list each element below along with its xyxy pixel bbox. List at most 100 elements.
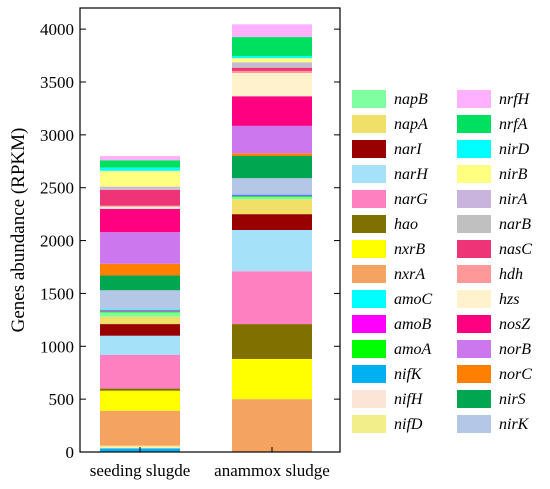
bar-segment-nasC xyxy=(100,189,180,206)
bar-segment-nirD xyxy=(100,167,180,171)
legend-label-narI: narI xyxy=(394,141,422,158)
bar-segment-nxrA xyxy=(100,410,180,446)
bar-segment-napA xyxy=(100,316,180,325)
bar-segment-norB xyxy=(232,125,312,154)
legend-label-nirD: nirD xyxy=(499,141,530,158)
legend-label-nosZ: nosZ xyxy=(499,316,531,333)
bar-segment-hao xyxy=(232,324,312,359)
bar-segment-amoA xyxy=(232,196,312,198)
bars xyxy=(100,24,312,452)
legend-swatch-nrfH xyxy=(457,90,491,108)
bar-segment-nirB xyxy=(232,58,312,63)
legend-label-nxrA: nxrA xyxy=(394,266,425,283)
x-tick-label: anammox sludge xyxy=(214,461,330,480)
bar-segment-nxrA xyxy=(232,399,312,452)
legend-swatch-nirD xyxy=(457,140,491,158)
bar-segment-nrfH xyxy=(100,156,180,161)
legend-swatch-nifD xyxy=(352,415,386,433)
legend-swatch-napB xyxy=(352,90,386,108)
bar-segment-amoB xyxy=(232,195,312,197)
bar-segment-hdh xyxy=(100,205,180,207)
legend-label-amoC: amoC xyxy=(394,291,433,308)
legend-label-napA: napA xyxy=(394,116,428,133)
legend-swatch-nifK xyxy=(352,365,386,383)
bar-segment-narG xyxy=(232,271,312,325)
legend-label-nirB: nirB xyxy=(499,166,528,183)
legend-swatch-nirS xyxy=(457,390,491,408)
bar-segment-narH xyxy=(100,335,180,355)
y-axis-title: Genes abundance (RPKM) xyxy=(8,128,29,333)
bar-segment-nasC xyxy=(232,67,312,71)
plot-frame xyxy=(79,7,341,453)
legend-label-amoB: amoB xyxy=(394,316,432,333)
legend-label-nirK: nirK xyxy=(499,416,530,433)
bar-segment-nirK xyxy=(232,178,312,195)
bar-segment-nirA xyxy=(232,62,312,66)
bar-segment-norC xyxy=(232,153,312,156)
bar-segment-napB xyxy=(232,197,312,200)
bar-segment-nxrB xyxy=(100,390,180,411)
legend-swatch-nasC xyxy=(457,240,491,258)
legend-swatch-narB xyxy=(457,215,491,233)
legend-label-nasC: nasC xyxy=(499,241,532,258)
bar-segment-nosZ xyxy=(100,208,180,233)
legend-swatch-amoB xyxy=(352,315,386,333)
legend-swatch-nosZ xyxy=(457,315,491,333)
legend-swatch-nirA xyxy=(457,190,491,208)
legend-label-nirA: nirA xyxy=(499,191,528,208)
legend-swatch-nxrA xyxy=(352,265,386,283)
legend-label-narB: narB xyxy=(499,216,531,233)
legend-label-nifH: nifH xyxy=(394,391,424,408)
legend-swatch-norB xyxy=(457,340,491,358)
bar-segment-narG xyxy=(100,354,180,389)
bar-segment-norC xyxy=(100,263,180,276)
bar-segment-amoC xyxy=(100,309,180,311)
bar-segment-amoB xyxy=(100,310,180,312)
bar-segment-nxrB xyxy=(232,358,312,400)
legend-label-napB: napB xyxy=(394,91,428,108)
bar-segment-nifD xyxy=(100,445,180,448)
legend-swatch-nrfA xyxy=(457,115,491,133)
legend-label-nrfH: nrfH xyxy=(499,91,531,108)
bar-segment-amoC xyxy=(232,194,312,196)
bar-segment-hao xyxy=(100,388,180,391)
bar-segment-nirS xyxy=(232,156,312,179)
bar-segment-nosZ xyxy=(232,96,312,126)
legend-label-amoA: amoA xyxy=(394,341,432,358)
legend-swatch-narH xyxy=(352,165,386,183)
bar-segment-napA xyxy=(232,199,312,215)
legend-label-nrfA: nrfA xyxy=(499,116,528,133)
legend-swatch-narG xyxy=(352,190,386,208)
y-tick-label: 3000 xyxy=(40,126,74,145)
legend-label-narG: narG xyxy=(394,191,428,208)
y-tick-label: 4000 xyxy=(40,20,74,39)
bar-segment-nrfH xyxy=(232,24,312,38)
legend-swatch-amoC xyxy=(352,290,386,308)
y-tick-label: 1500 xyxy=(40,284,74,303)
y-tick-label: 2000 xyxy=(40,232,74,251)
legend-swatch-nifH xyxy=(352,390,386,408)
legend-swatch-amoA xyxy=(352,340,386,358)
y-tick-label: 0 xyxy=(66,443,75,462)
legend: napB napA narI narH narG hao nxrB nxrA amoC amoB a… xyxy=(352,90,532,433)
bar-segment-nirD xyxy=(232,56,312,59)
legend-label-hzs: hzs xyxy=(499,291,519,308)
bar-segment-nirS xyxy=(100,275,180,291)
bar-segment-nirK xyxy=(100,290,180,310)
bar-segment-narB xyxy=(100,188,180,190)
legend-swatch-napA xyxy=(352,115,386,133)
bar-segment-norB xyxy=(100,232,180,264)
y-tick-label: 500 xyxy=(49,390,75,409)
legend-label-hdh: hdh xyxy=(499,266,523,283)
bar-segment-napB xyxy=(100,312,180,317)
legend-swatch-hzs xyxy=(457,290,491,308)
bar-segment-hzs xyxy=(100,206,180,209)
legend-label-nirS: nirS xyxy=(499,391,526,408)
legend-label-nifD: nifD xyxy=(394,416,423,433)
x-tick-label: seeding slugde xyxy=(90,461,191,480)
bar-segment-hdh xyxy=(232,70,312,74)
y-tick-label: 1000 xyxy=(40,337,74,356)
bar-segment-hzs xyxy=(232,73,312,97)
